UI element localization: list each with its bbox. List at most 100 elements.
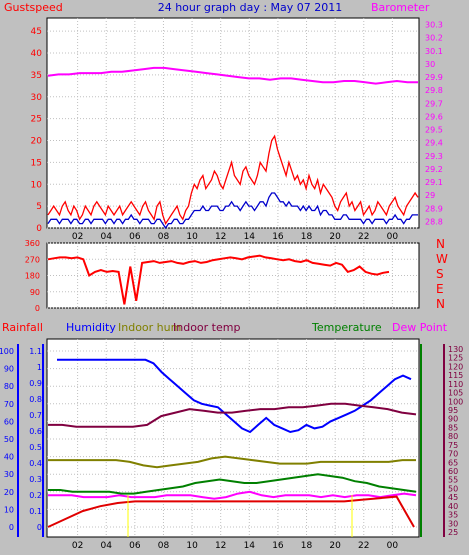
temp-tick-label: 130 bbox=[448, 345, 463, 354]
temp-tick-label: 125 bbox=[448, 354, 463, 363]
percent-tick-label: 10 bbox=[4, 505, 14, 514]
barometer-label: Barometer bbox=[371, 1, 430, 14]
x-tick-label: 18 bbox=[301, 232, 313, 242]
temp-tick-label: 115 bbox=[448, 371, 463, 380]
temp-tick-label: 85 bbox=[448, 423, 458, 432]
humidity-label: Humidity bbox=[66, 321, 116, 334]
x-tick-label: 02 bbox=[72, 541, 83, 551]
temperature-series bbox=[48, 473, 417, 495]
barometer-tick-label: 30.1 bbox=[425, 47, 443, 56]
x-tick-label: 22 bbox=[358, 232, 369, 242]
temp-tick-label: 65 bbox=[448, 458, 458, 467]
x-tick-label: 04 bbox=[101, 232, 113, 242]
percent-tick-label: 100 bbox=[0, 347, 14, 356]
axes: 02 04 06 08 10 12 14 16 18 20 22 000510152025303540… bbox=[0, 21, 463, 551]
barometer-tick-label: 28.8 bbox=[425, 217, 443, 226]
temperature-label: Temperature bbox=[311, 321, 382, 334]
rain-tick-label: 0.9 bbox=[29, 379, 42, 388]
x-tick-label: 20 bbox=[329, 232, 341, 242]
wind-direction-series bbox=[47, 254, 390, 305]
temp-tick-label: 45 bbox=[448, 493, 458, 502]
rain-tick-label: 1.1 bbox=[29, 347, 42, 356]
rain-tick-label: 0.5 bbox=[29, 443, 42, 452]
indoor-hum-series bbox=[48, 455, 416, 469]
percent-tick-label: 80 bbox=[4, 382, 14, 391]
wind-average-series bbox=[47, 192, 418, 230]
gust-tick-label: 25 bbox=[31, 115, 42, 125]
gust-tick-label: 0 bbox=[36, 224, 42, 234]
x-tick-label: 08 bbox=[158, 232, 170, 242]
temp-tick-label: 40 bbox=[448, 502, 458, 511]
gust-series bbox=[47, 134, 419, 226]
barometer-tick-label: 29.6 bbox=[425, 112, 443, 121]
humidity-series bbox=[57, 358, 412, 434]
chart-title: 24 hour graph day : May 07 2011 bbox=[158, 1, 343, 14]
direction-tick-label: 90 bbox=[30, 288, 40, 297]
temp-tick-label: 120 bbox=[448, 362, 463, 371]
x-tick-label: 12 bbox=[215, 541, 226, 551]
temp-tick-label: 105 bbox=[448, 389, 463, 398]
temp-tick-label: 100 bbox=[448, 397, 463, 406]
temp-tick-label: 90 bbox=[448, 415, 458, 424]
gust-tick-label: 20 bbox=[31, 137, 43, 147]
x-tick-label: 04 bbox=[101, 541, 113, 551]
percent-tick-label: 0 bbox=[9, 523, 14, 532]
barometer-tick-label: 29.2 bbox=[425, 165, 443, 174]
series bbox=[47, 66, 419, 537]
barometer-tick-label: 29.5 bbox=[425, 126, 443, 135]
indoor-temp-label: Indoor temp bbox=[173, 321, 240, 334]
rain-tick-label: 0.3 bbox=[29, 475, 42, 484]
percent-tick-label: 40 bbox=[4, 453, 14, 462]
barometer-tick-label: 29 bbox=[425, 191, 435, 200]
compass-label: E bbox=[436, 282, 444, 296]
rain-tick-label: 0.6 bbox=[29, 427, 42, 436]
barometer-series bbox=[47, 66, 418, 85]
rain-tick-label: 0.4 bbox=[29, 459, 42, 468]
gust-tick-label: 15 bbox=[31, 158, 42, 168]
x-tick-label: 16 bbox=[272, 541, 284, 551]
percent-tick-label: 30 bbox=[4, 470, 14, 479]
direction-tick-label: 180 bbox=[25, 272, 40, 281]
direction-tick-label: 270 bbox=[25, 255, 40, 264]
barometer-tick-label: 29.9 bbox=[425, 73, 443, 82]
temp-tick-label: 95 bbox=[448, 406, 458, 415]
compass-label: N bbox=[436, 237, 445, 251]
barometer-tick-label: 29.8 bbox=[425, 86, 443, 95]
barometer-tick-label: 30.3 bbox=[425, 21, 443, 30]
x-tick-label: 10 bbox=[186, 232, 198, 242]
dew-point-label: Dew Point bbox=[392, 321, 448, 334]
top-plot-area bbox=[46, 17, 420, 229]
compass-label: N bbox=[436, 297, 445, 311]
temp-tick-label: 60 bbox=[448, 467, 458, 476]
gust-tick-label: 40 bbox=[31, 49, 43, 59]
temp-tick-label: 50 bbox=[448, 484, 458, 493]
gust-tick-label: 10 bbox=[31, 180, 43, 190]
barometer-tick-label: 29.1 bbox=[425, 178, 443, 187]
percent-tick-label: 70 bbox=[4, 400, 14, 409]
rainfall-series bbox=[47, 495, 415, 528]
x-tick-label: 10 bbox=[186, 541, 198, 551]
x-tick-label: 00 bbox=[387, 541, 399, 551]
temp-tick-label: 55 bbox=[448, 476, 458, 485]
rain-tick-label: 1 bbox=[37, 363, 42, 372]
temp-tick-label: 80 bbox=[448, 432, 458, 441]
barometer-tick-label: 29.4 bbox=[425, 139, 443, 148]
temp-tick-label: 70 bbox=[448, 450, 458, 459]
direction-tick-label: 0 bbox=[35, 304, 40, 313]
rain-tick-label: 0.8 bbox=[29, 395, 42, 404]
x-tick-label: 12 bbox=[215, 232, 226, 242]
gustspeed-label: Gustspeed bbox=[4, 1, 63, 14]
indoor-hum-label: Indoor hum bbox=[118, 321, 181, 334]
gust-tick-label: 45 bbox=[31, 27, 42, 37]
gust-tick-label: 5 bbox=[36, 202, 42, 212]
x-tick-label: 20 bbox=[329, 541, 341, 551]
x-tick-label: 16 bbox=[272, 232, 284, 242]
direction-tick-label: 360 bbox=[25, 239, 40, 248]
temp-tick-label: 35 bbox=[448, 511, 458, 520]
x-tick-label: 18 bbox=[301, 541, 313, 551]
compass-label: S bbox=[436, 267, 444, 281]
x-tick-label: 14 bbox=[244, 541, 256, 551]
rain-tick-label: 0.1 bbox=[29, 507, 42, 516]
barometer-tick-label: 29.7 bbox=[425, 99, 443, 108]
dew-point-series bbox=[48, 490, 417, 500]
